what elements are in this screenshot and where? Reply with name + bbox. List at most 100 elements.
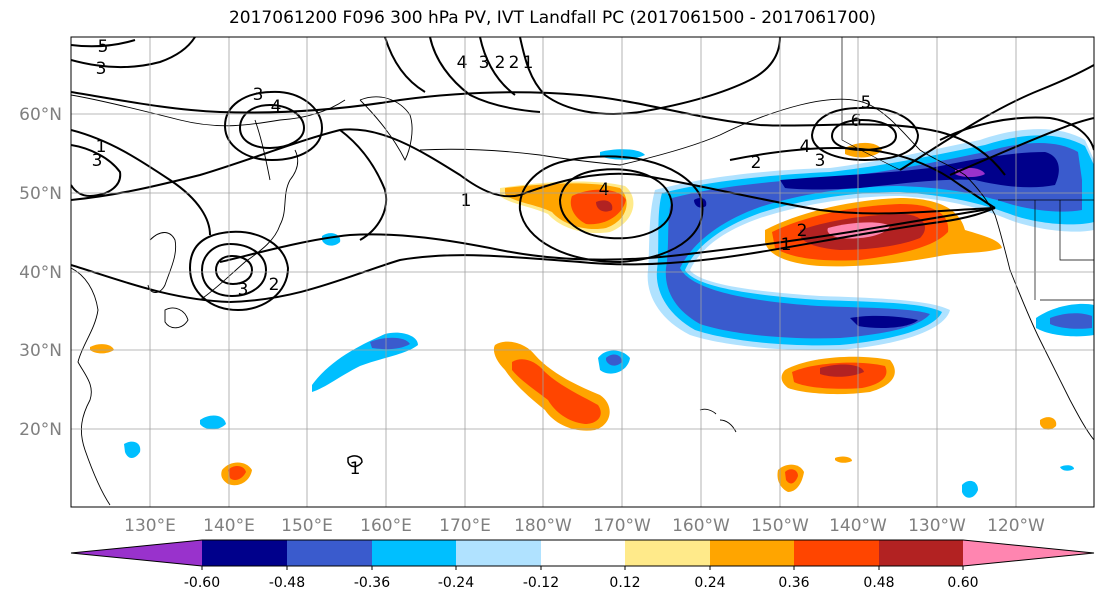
colorbar-tick-label: -0.60 [184,575,220,591]
us-state-borders [1034,200,1094,301]
contour-ring-3 [214,254,254,286]
lon-label-170w: 170°W [593,516,651,536]
contour-line-4 [71,207,996,304]
contour-labels: 5 3 3 4 1 3 3 2 4 3 2 2 1 1 4 5 6 4 3 2 … [92,37,872,479]
colorbar-cell-10 [963,540,1094,566]
negative-patch-5 [124,441,141,458]
contour-dot [347,455,363,468]
contour-line-8 [519,37,781,115]
colorbar-tick-label: 0.60 [947,575,978,591]
contour-ring-8 [518,155,704,264]
borders [841,37,1094,301]
lon-label-150w: 150°W [751,516,809,536]
colorbar-tick-label: 0.24 [694,575,725,591]
colorbar-cell-6 [625,540,710,566]
map-title: 2017061200 F096 300 hPa PV, IVT Landfall… [228,8,876,28]
contour-line-16 [71,39,136,48]
contour-ring-4 [223,90,324,162]
colorbar-cell-8 [794,540,879,566]
aleutian-islands [419,148,621,166]
contour-line-14 [949,117,1094,176]
contour-ring-7 [558,168,674,240]
sakhalin-coastline [254,119,271,181]
lat-label-30n: 30°N [19,341,62,361]
contour-label: 2 [495,53,506,73]
contour-ring-6 [71,144,122,198]
positive-patch-2-inner [785,469,798,484]
negative-patch-8 [1050,313,1092,329]
contour-label: 5 [861,93,872,113]
contour-ring-2 [200,242,268,298]
negative-anomaly-band-mid [665,143,1082,339]
contour-line-1 [71,128,996,215]
japan-coastline [199,149,299,301]
colorbar-cell-4 [456,540,541,566]
contour-label: 5 [98,37,109,57]
negative-streak-inner [370,337,410,350]
contour-line-7 [729,147,996,209]
colorbar-cell-9 [879,540,963,566]
longitude-labels: 130°E 140°E 150°E 160°E 170°E 180°W 170°… [124,516,1045,536]
contour-line-6 [339,129,388,241]
colorbar: -0.60 -0.48 -0.36 -0.24 -0.12 0.12 0.24 … [70,539,1095,591]
positive-anomaly-east-peak [820,364,864,377]
contour-line-10 [429,37,541,113]
lon-label-170e: 170°E [439,516,491,536]
na-coastline [964,174,1094,441]
positive-patch-4 [1040,417,1057,430]
lat-label-60n: 60°N [19,105,62,125]
pv-contours [71,37,1094,468]
colorbar-cell-5 [541,540,625,566]
positive-patch-6 [90,344,114,354]
contour-label: 2 [509,53,520,73]
contour-label: 2 [797,221,808,241]
contour-ring-9 [810,106,920,162]
contour-label: 1 [523,53,534,73]
lon-label-140w: 140°W [829,516,887,536]
contour-line-9 [479,37,516,96]
latitude-labels: 60°N 50°N 40°N 30°N 20°N [19,105,62,440]
colorbar-tick-label: 0.36 [778,575,809,591]
negative-patch-3 [606,354,622,366]
colorbar-cell-3 [372,540,456,566]
contour-label: 3 [479,53,490,73]
contour-line-5 [71,129,211,236]
colorbar-cell-1 [202,540,287,566]
contour-ring-1 [188,230,290,312]
positive-anomaly-south-inner [512,359,601,424]
lon-label-150e: 150°E [281,516,333,536]
contour-label: 1 [96,137,107,157]
contour-label: 1 [781,235,792,255]
positive-patch-1-inner [228,466,246,480]
contour-label: 3 [96,59,107,79]
colorbar-cell-2 [287,540,372,566]
kamchatka-coastline [359,96,413,162]
contour-label: 6 [851,111,862,131]
colorbar-tick-label: -0.48 [269,575,305,591]
colorbar-tick-label: -0.12 [523,575,559,591]
lon-label-140e: 140°E [203,516,255,536]
contour-label: 3 [815,151,826,171]
contour-label: 4 [599,180,610,200]
lat-label-40n: 40°N [19,263,62,283]
contour-line-11 [384,37,426,93]
colorbar-tick-label: 0.48 [863,575,894,591]
colorbar-tick-label: 0.12 [609,575,640,591]
contour-line-2 [71,91,1006,176]
lon-label-160e: 160°E [360,516,412,536]
kyushu-coastline [164,307,189,329]
colorbar-cell-0 [71,540,202,566]
contour-label: 1 [350,459,361,479]
alaska-canada-border [841,37,901,171]
contour-label: 4 [271,97,282,117]
contour-label: 4 [800,137,811,157]
contour-label: 3 [92,151,103,171]
lat-label-20n: 20°N [19,420,62,440]
positive-patch-5 [835,456,852,463]
contour-line-3 [219,207,996,263]
lon-label-160w: 160°W [672,516,730,536]
alaska-coastline [619,98,966,176]
contour-ring-5 [238,103,306,150]
contour-label: 2 [269,275,280,295]
